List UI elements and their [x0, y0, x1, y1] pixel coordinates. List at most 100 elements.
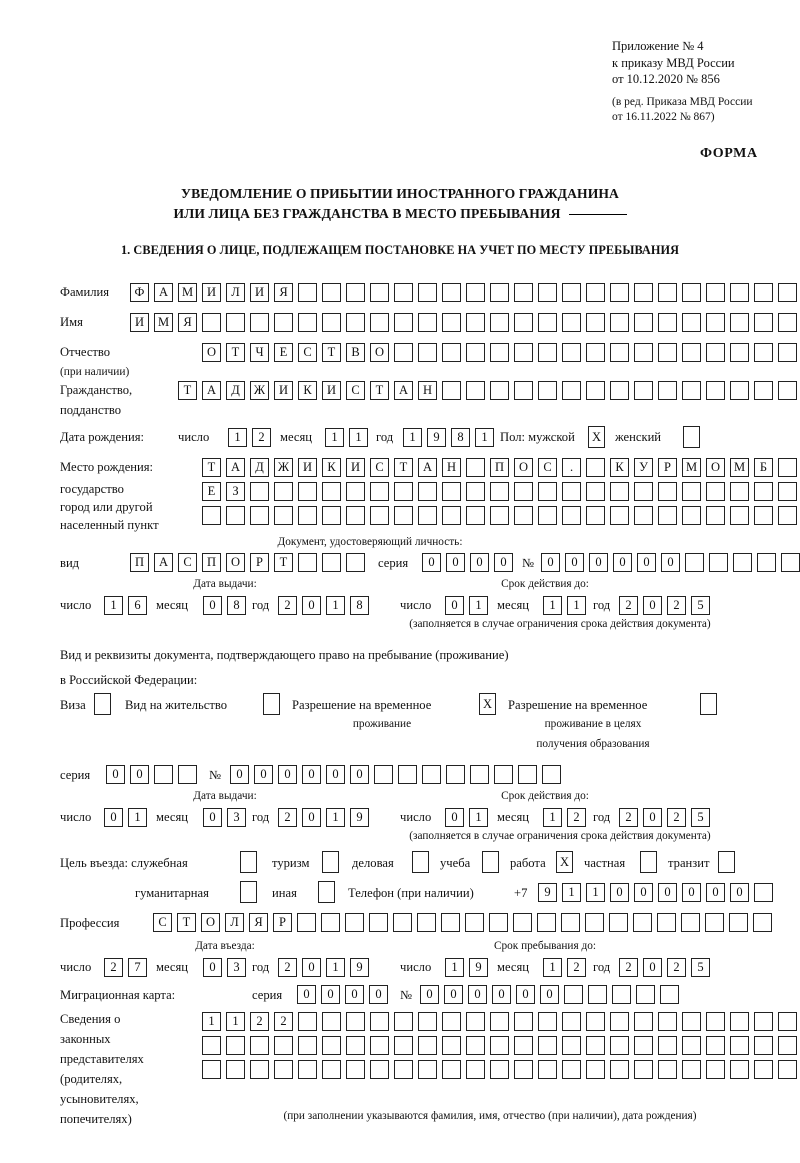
char-cell[interactable] [490, 1012, 509, 1031]
char-cell[interactable] [322, 506, 341, 525]
char-cell[interactable] [321, 913, 340, 932]
char-cell[interactable] [709, 553, 728, 572]
char-cell[interactable] [466, 313, 485, 332]
char-cell[interactable] [346, 1060, 365, 1079]
char-cell[interactable]: 1 [349, 428, 368, 447]
char-cell[interactable] [490, 283, 509, 302]
char-cell[interactable] [394, 1060, 413, 1079]
char-cell[interactable]: 1 [543, 596, 562, 615]
char-cell[interactable] [514, 313, 533, 332]
char-cell[interactable]: 0 [468, 985, 487, 1004]
char-cell[interactable] [754, 482, 773, 501]
char-cell[interactable] [658, 283, 677, 302]
char-cell[interactable] [610, 482, 629, 501]
char-cell[interactable] [538, 313, 557, 332]
char-cell[interactable] [514, 482, 533, 501]
char-cell[interactable] [394, 1012, 413, 1031]
char-cell[interactable]: 1 [567, 596, 586, 615]
char-cell[interactable] [442, 343, 461, 362]
char-cell[interactable]: И [346, 458, 365, 477]
char-cell[interactable] [346, 506, 365, 525]
char-cell[interactable] [418, 1012, 437, 1031]
char-cell[interactable] [754, 1036, 773, 1055]
char-cell[interactable]: 0 [682, 883, 701, 902]
char-cell[interactable] [660, 985, 679, 1004]
char-cell[interactable] [586, 1036, 605, 1055]
char-cell[interactable] [562, 1060, 581, 1079]
char-cell[interactable] [422, 765, 441, 784]
char-cell[interactable]: А [154, 283, 173, 302]
char-cell[interactable]: 0 [203, 808, 222, 827]
char-cell[interactable] [322, 553, 341, 572]
char-cell[interactable]: М [730, 458, 749, 477]
char-cell[interactable]: А [418, 458, 437, 477]
char-cell[interactable] [513, 913, 532, 932]
char-cell[interactable] [754, 506, 773, 525]
char-cell[interactable] [733, 553, 752, 572]
char-cell[interactable]: Т [178, 381, 197, 400]
char-cell[interactable]: 2 [252, 428, 271, 447]
char-cell[interactable]: С [538, 458, 557, 477]
char-cell[interactable] [490, 381, 509, 400]
char-cell[interactable] [466, 283, 485, 302]
char-cell[interactable]: С [153, 913, 172, 932]
char-cell[interactable] [730, 482, 749, 501]
char-cell[interactable] [202, 1036, 221, 1055]
char-cell[interactable] [514, 1036, 533, 1055]
char-cell[interactable] [514, 506, 533, 525]
char-cell[interactable] [418, 506, 437, 525]
char-cell[interactable]: Т [322, 343, 341, 362]
char-cell[interactable] [322, 482, 341, 501]
checkbox-transit[interactable] [718, 851, 735, 873]
checkbox-official[interactable] [240, 851, 257, 873]
char-cell[interactable] [298, 506, 317, 525]
char-cell[interactable] [370, 482, 389, 501]
char-cell[interactable]: П [202, 553, 221, 572]
char-cell[interactable]: 3 [227, 958, 246, 977]
char-cell[interactable] [274, 1036, 293, 1055]
char-cell[interactable]: 1 [128, 808, 147, 827]
char-cell[interactable]: 0 [706, 883, 725, 902]
char-cell[interactable]: 0 [541, 553, 560, 572]
char-cell[interactable] [393, 913, 412, 932]
char-cell[interactable]: 0 [658, 883, 677, 902]
char-cell[interactable] [418, 283, 437, 302]
char-cell[interactable] [346, 283, 365, 302]
char-cell[interactable] [658, 381, 677, 400]
char-cell[interactable]: 2 [667, 596, 686, 615]
char-cell[interactable]: Я [178, 313, 197, 332]
char-cell[interactable]: 2 [567, 958, 586, 977]
char-cell[interactable] [562, 381, 581, 400]
char-cell[interactable] [586, 381, 605, 400]
char-cell[interactable] [754, 313, 773, 332]
char-cell[interactable]: Л [226, 283, 245, 302]
char-cell[interactable] [778, 283, 797, 302]
char-cell[interactable]: 0 [445, 596, 464, 615]
char-cell[interactable]: 1 [104, 596, 123, 615]
char-cell[interactable] [538, 482, 557, 501]
char-cell[interactable]: 2 [278, 596, 297, 615]
char-cell[interactable]: 0 [345, 985, 364, 1004]
char-cell[interactable]: Н [442, 458, 461, 477]
char-cell[interactable] [586, 1060, 605, 1079]
char-cell[interactable] [370, 1036, 389, 1055]
char-cell[interactable] [706, 313, 725, 332]
char-cell[interactable]: 1 [469, 808, 488, 827]
char-cell[interactable] [730, 343, 749, 362]
checkbox-residence-permit[interactable] [263, 693, 280, 715]
char-cell[interactable]: 0 [661, 553, 680, 572]
char-cell[interactable] [753, 913, 772, 932]
char-cell[interactable] [757, 553, 776, 572]
char-cell[interactable] [588, 985, 607, 1004]
char-cell[interactable] [538, 343, 557, 362]
char-cell[interactable]: . [562, 458, 581, 477]
char-cell[interactable] [562, 343, 581, 362]
char-cell[interactable] [322, 283, 341, 302]
char-cell[interactable] [250, 506, 269, 525]
char-cell[interactable]: К [322, 458, 341, 477]
char-cell[interactable]: 0 [278, 765, 297, 784]
char-cell[interactable]: 0 [321, 985, 340, 1004]
char-cell[interactable] [564, 985, 583, 1004]
char-cell[interactable]: 0 [130, 765, 149, 784]
char-cell[interactable]: В [346, 343, 365, 362]
